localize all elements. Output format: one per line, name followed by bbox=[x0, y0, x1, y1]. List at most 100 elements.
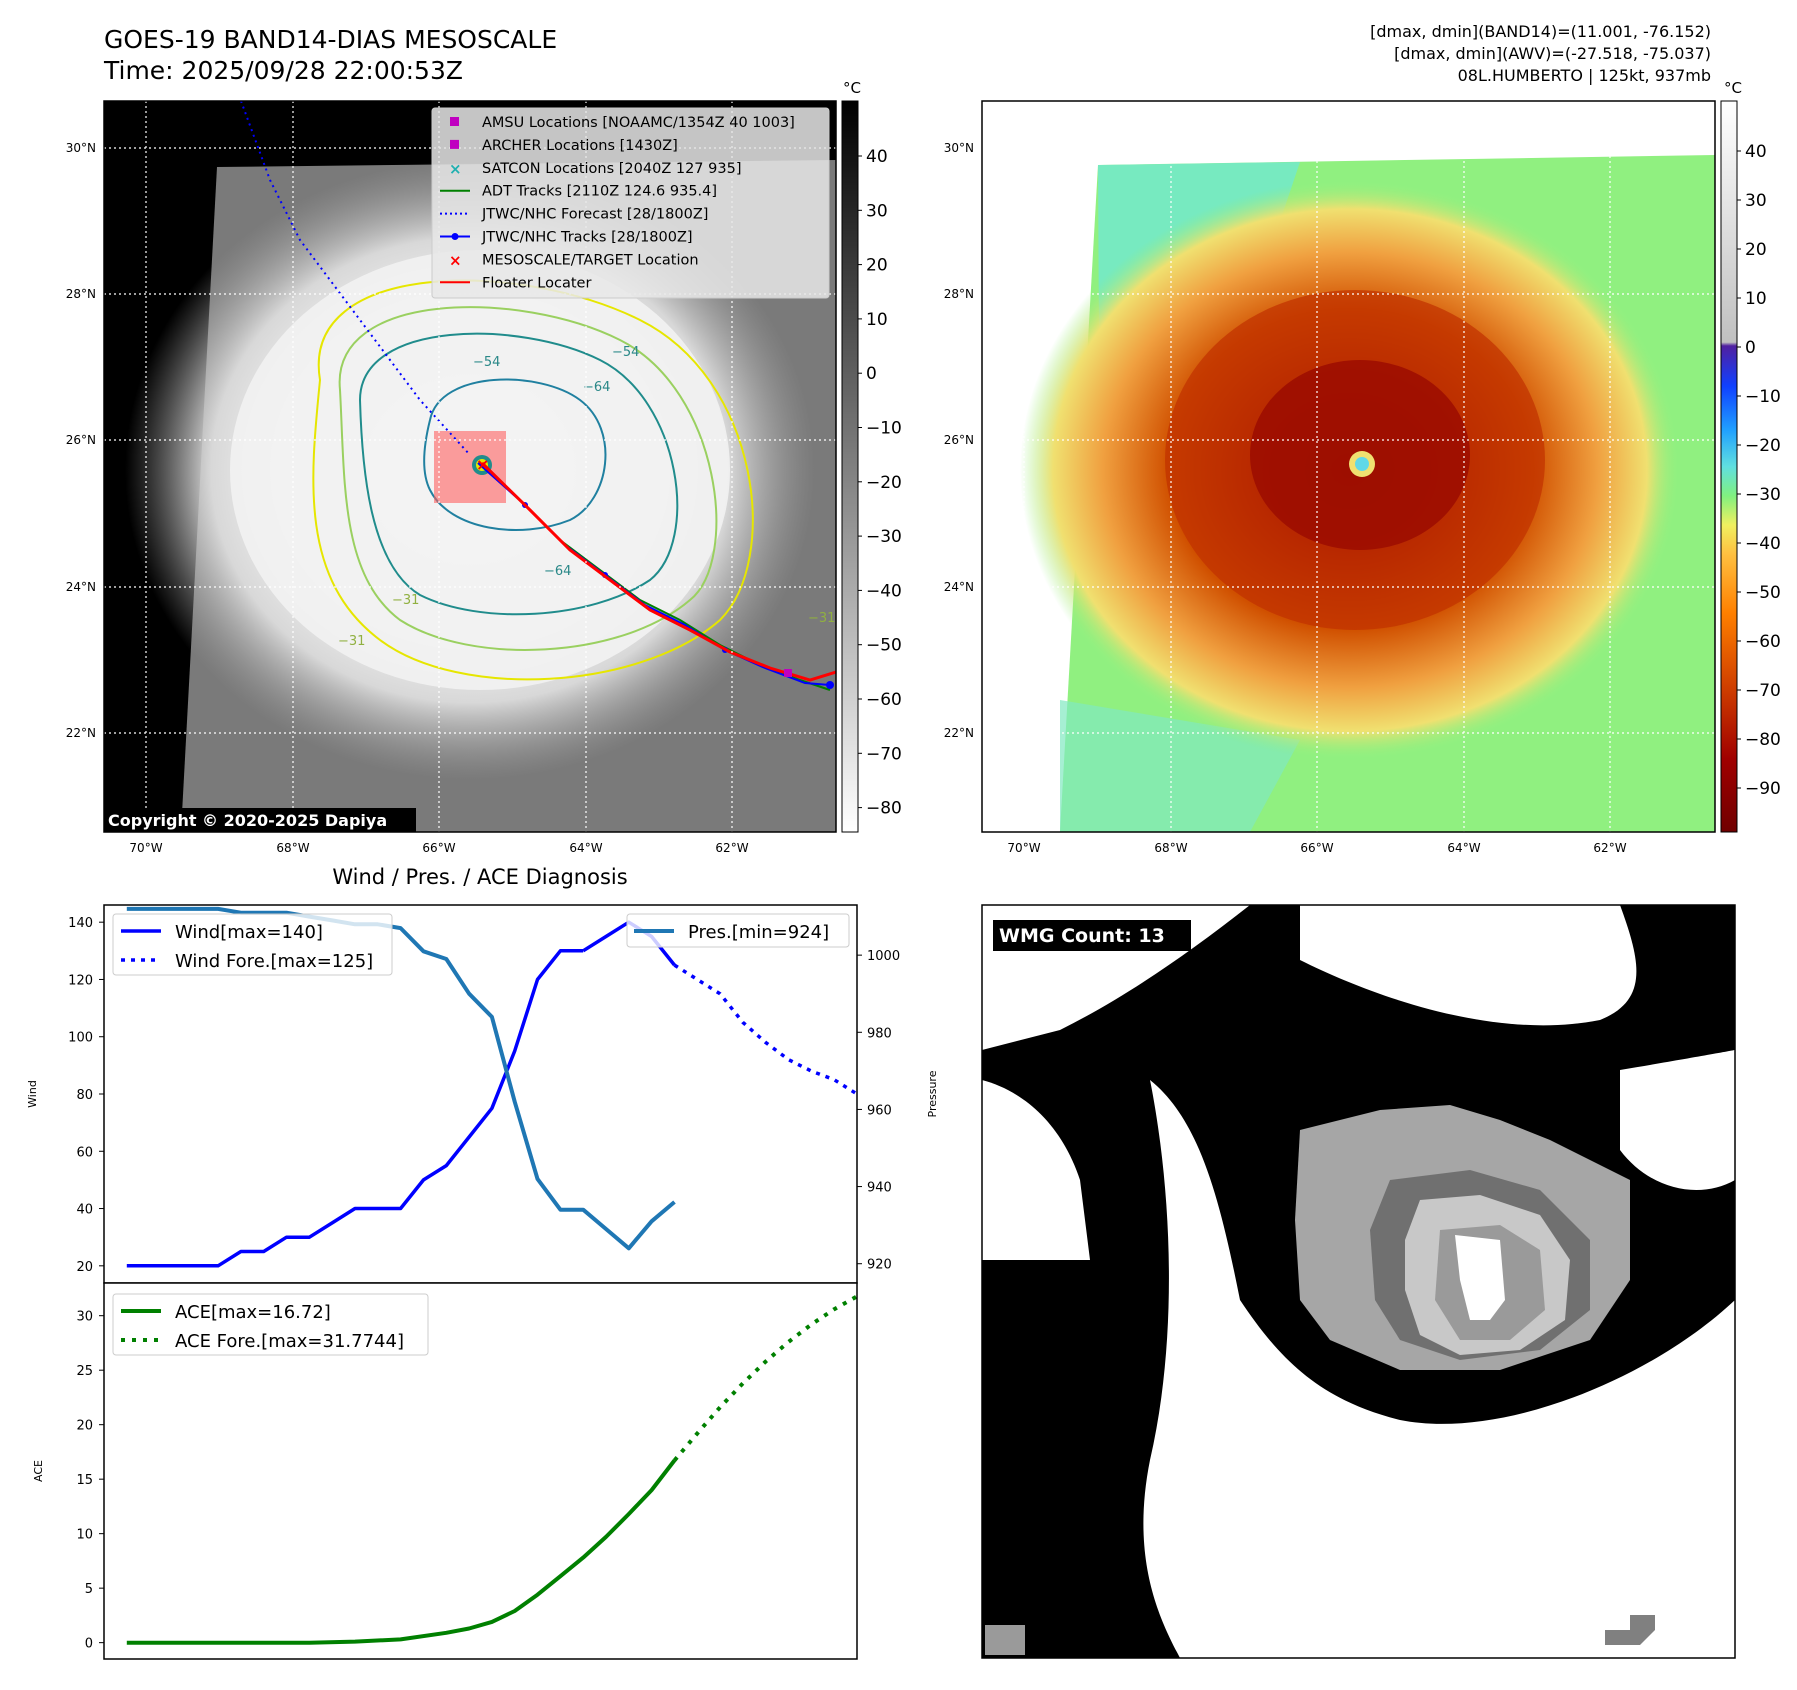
target-marker: × bbox=[476, 455, 489, 474]
legend-item: × SATCON Locations [2040Z 127 935] bbox=[449, 160, 741, 178]
info-line-3: 08L.HUMBERTO | 125kt, 937mb bbox=[1457, 66, 1711, 85]
colorbar-tick: −20 bbox=[866, 473, 902, 493]
wmg-label-bg bbox=[993, 920, 1191, 951]
lon-label: 70°W bbox=[129, 841, 162, 855]
colorbar-tick: 20 bbox=[1745, 240, 1767, 260]
colorbar-tick: −40 bbox=[1745, 534, 1781, 554]
wind-tick-label: 20 bbox=[76, 1260, 93, 1275]
ace-line bbox=[126, 1459, 677, 1645]
left-map-lat-labels: 30°N 28°N 26°N 24°N 22°N bbox=[66, 141, 96, 740]
svg-text:×: × bbox=[449, 160, 462, 178]
pressure-axis-label: Pressure bbox=[926, 1070, 939, 1117]
chart-title: Wind / Pres. / ACE Diagnosis bbox=[332, 865, 627, 889]
wmg-eye bbox=[1455, 1235, 1505, 1320]
ace-tick-label: 10 bbox=[76, 1528, 93, 1543]
right-map-lat-labels: 30°N 28°N 26°N 24°N 22°N bbox=[944, 141, 974, 740]
contour-label: −64 bbox=[583, 380, 610, 395]
legend-ace-forecast: ACE Fore.[max=31.7744] bbox=[175, 1331, 404, 1352]
contour-label: −31 bbox=[338, 634, 365, 649]
pressure-tick-label: 980 bbox=[867, 1026, 892, 1041]
colorbar-tick: −50 bbox=[866, 636, 902, 656]
left-colorbar bbox=[841, 100, 859, 833]
copyright-text: Copyright © 2020-2025 Dapiya bbox=[108, 811, 387, 830]
contour-label: −54 bbox=[612, 345, 639, 360]
legend-item: Floater Locater bbox=[440, 275, 591, 291]
wind-tick-label: 100 bbox=[68, 1031, 93, 1046]
contour-label: −54 bbox=[473, 355, 500, 370]
ace-tick-label: 25 bbox=[76, 1364, 93, 1379]
lat-label: 24°N bbox=[944, 580, 974, 594]
right-map-panel: 70°W 68°W 66°W 64°W 62°W 30°N 28°N 26°N 24°N 22°… bbox=[944, 79, 1781, 855]
contour-label: −31 bbox=[808, 611, 835, 626]
colorbar-tick: −80 bbox=[1745, 730, 1781, 750]
right-colorbar-ticks: 40 30 20 10 0 −10 −20 −30 −40 −50 −60 −70 −80 −90 bbox=[1737, 142, 1781, 799]
lat-label: 26°N bbox=[944, 433, 974, 447]
pressure-line bbox=[126, 906, 676, 1251]
lon-label: 62°W bbox=[715, 841, 748, 855]
right-map-gridlines bbox=[982, 101, 1715, 832]
colorbar-tick: 0 bbox=[1745, 338, 1756, 358]
legend-item: × MESOSCALE/TARGET Location bbox=[449, 251, 699, 269]
wind-tick-label: 120 bbox=[68, 973, 93, 988]
lon-label: 64°W bbox=[569, 841, 602, 855]
colorbar-tick: −20 bbox=[1745, 436, 1781, 456]
info-line-2: [dmax, dmin](AWV)=(-27.518, -75.037) bbox=[1394, 44, 1711, 63]
right-colorbar-unit: °C bbox=[1724, 79, 1742, 97]
lon-label: 70°W bbox=[1007, 841, 1040, 855]
ace-tick-label: 15 bbox=[76, 1473, 93, 1488]
lon-label: 66°W bbox=[1300, 841, 1333, 855]
lat-label: 22°N bbox=[944, 726, 974, 740]
lat-label: 28°N bbox=[66, 287, 96, 301]
pressure-tick-label: 960 bbox=[867, 1103, 892, 1118]
title-line-1: GOES-19 BAND14-DIAS MESOSCALE bbox=[104, 25, 558, 54]
colorbar-tick: −60 bbox=[1745, 632, 1781, 652]
lon-label: 64°W bbox=[1447, 841, 1480, 855]
legend-item: JTWC/NHC Tracks [28/1800Z] bbox=[440, 230, 693, 246]
wind-axis-label: Wind bbox=[26, 1080, 39, 1108]
right-map-frame bbox=[981, 100, 1716, 833]
colorbar-tick: −50 bbox=[1745, 583, 1781, 603]
colorbar-tick: −40 bbox=[866, 581, 902, 601]
colorbar-tick: 20 bbox=[866, 256, 888, 276]
colorbar-tick: −70 bbox=[1745, 681, 1781, 701]
left-map-lon-labels: 70°W 68°W 66°W 64°W 62°W bbox=[129, 841, 748, 855]
legend-item: JTWC/NHC Forecast [28/1800Z] bbox=[440, 207, 708, 223]
ace-tick-label: 20 bbox=[76, 1419, 93, 1434]
legend-pressure: Pres.[min=924] bbox=[688, 922, 829, 943]
lat-label: 30°N bbox=[944, 141, 974, 155]
colorbar-tick: −90 bbox=[1745, 779, 1781, 799]
copyright-bg bbox=[104, 808, 416, 832]
ace-tick-label: 0 bbox=[85, 1637, 93, 1652]
colorbar-tick: 30 bbox=[866, 201, 888, 221]
lon-label: 68°W bbox=[276, 841, 309, 855]
legend-item: ARCHER Locations [1430Z] bbox=[450, 138, 678, 154]
lon-label: 66°W bbox=[422, 841, 455, 855]
colorbar-tick: −70 bbox=[866, 744, 902, 764]
colorbar-tick: −30 bbox=[1745, 485, 1781, 505]
wmg-white-region bbox=[1143, 1080, 1735, 1658]
svg-text:ARCHER Locations [1430Z]: ARCHER Locations [1430Z] bbox=[482, 138, 678, 154]
colorbar-tick: 0 bbox=[866, 364, 877, 384]
colorbar-tick: 40 bbox=[1745, 142, 1767, 162]
contour-label: −31 bbox=[392, 593, 419, 608]
wind-tick-label: 140 bbox=[68, 916, 93, 931]
ace-tick-label: 5 bbox=[85, 1582, 93, 1597]
lon-label: 62°W bbox=[1593, 841, 1626, 855]
wmg-label: WMG Count: 13 bbox=[999, 925, 1165, 947]
svg-text:JTWC/NHC Forecast [28/1800Z]: JTWC/NHC Forecast [28/1800Z] bbox=[481, 207, 708, 223]
left-colorbar-ticks: 40 30 20 10 0 −10 −20 −30 −40 −50 −60 −70 −80 bbox=[858, 147, 902, 819]
svg-text:MESOSCALE/TARGET Location: MESOSCALE/TARGET Location bbox=[482, 252, 699, 268]
legend-wind: Wind[max=140] bbox=[175, 922, 323, 943]
left-colorbar-unit: °C bbox=[843, 79, 861, 97]
target-box bbox=[434, 431, 506, 503]
wmg-frame bbox=[981, 904, 1736, 1659]
title-line-2: Time: 2025/09/28 22:00:53Z bbox=[104, 56, 463, 85]
wmg-panel: WMG Count: 13 bbox=[981, 904, 1736, 1659]
pressure-tick-label: 920 bbox=[867, 1258, 892, 1273]
ace-chart-frame bbox=[103, 1282, 858, 1660]
colorbar-tick: −30 bbox=[866, 527, 902, 547]
wind-tick-label: 40 bbox=[76, 1203, 93, 1218]
wind-forecast-line bbox=[673, 963, 857, 1096]
